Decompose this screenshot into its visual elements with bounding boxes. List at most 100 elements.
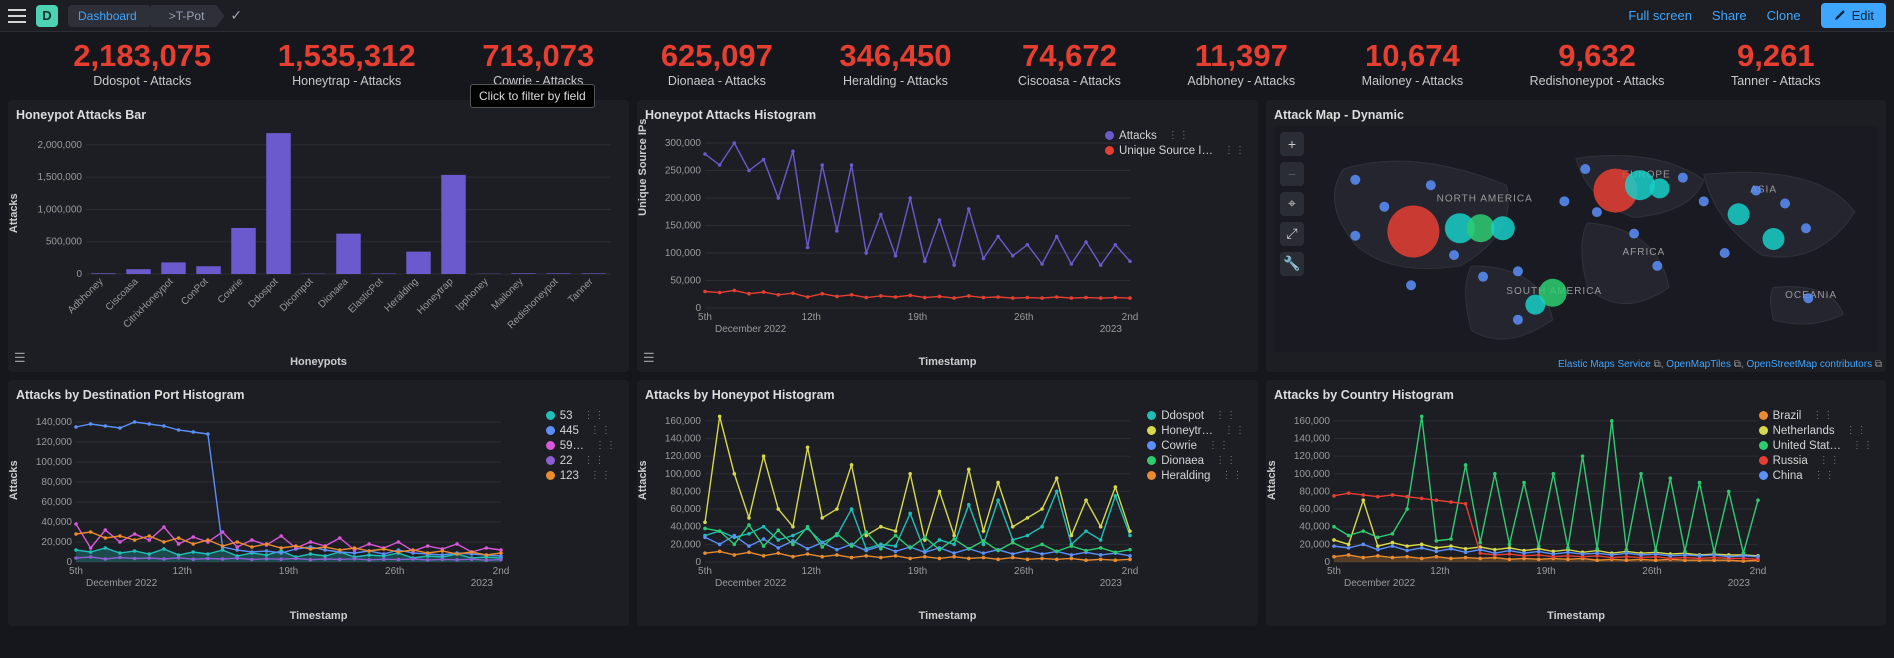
list-icon[interactable]: ☰ [14,350,26,366]
stat-item[interactable]: 1,535,312Honeytrap - Attacks [278,40,416,88]
legend-dot-icon [1105,146,1114,155]
stat-item[interactable]: 11,397Adbhoney - Attacks [1187,40,1295,88]
legend-menu-icon[interactable]: ⋮⋮ [1215,410,1237,421]
map-controls: + − ⌖ ⤢ 🔧 [1280,132,1304,276]
legend-menu-icon[interactable]: ⋮⋮ [1224,425,1246,436]
ems-link[interactable]: Elastic Maps Service [1558,359,1651,370]
clone-link[interactable]: Clone [1767,8,1801,23]
legend-menu-icon[interactable]: ⋮⋮ [1208,440,1230,451]
chart-area[interactable]: 0500,0001,000,0001,500,0002,000,000Adbho… [16,126,621,352]
legend-menu-icon[interactable]: ⋮⋮ [1168,130,1190,141]
share-link[interactable]: Share [1712,8,1747,23]
legend-item[interactable]: Russia⋮⋮ [1759,455,1874,467]
map-area[interactable]: + − ⌖ ⤢ 🔧 zoom: NORTH AMERICAEUROPEASIAA… [1274,126,1878,352]
legend: Brazil⋮⋮ Netherlands⋮⋮ United Stat…⋮⋮ Russi… [1759,410,1874,485]
legend-item[interactable]: 22 ⋮⋮ [546,455,617,467]
stat-item[interactable]: 9,261Tanner - Attacks [1731,40,1821,88]
legend-label: 445 [560,425,579,437]
legend-menu-icon[interactable]: ⋮⋮ [1846,425,1868,436]
stat-item[interactable]: 625,097Dionaea - Attacks [661,40,773,88]
svg-text:60,000: 60,000 [41,497,72,508]
panel-title: Honeypot Attacks Bar [16,108,621,122]
svg-text:300,000: 300,000 [665,138,702,149]
legend-item[interactable]: Ddospot⋮⋮ [1147,410,1246,422]
legend-label: 22 [560,455,573,467]
svg-text:AFRICA: AFRICA [1622,247,1665,258]
svg-text:Dionaea: Dionaea [316,276,350,310]
stat-item[interactable]: 2,183,075Ddospot - Attacks [73,40,211,88]
legend-menu-icon[interactable]: ⋮⋮ [1852,440,1874,451]
legend-item[interactable]: 53⋮⋮ [546,410,617,422]
stat-label: Dionaea - Attacks [661,74,773,88]
legend-menu-icon[interactable]: ⋮⋮ [1812,410,1834,421]
legend-menu-icon[interactable]: ⋮⋮ [590,425,612,436]
x-axis-label: Timestamp [645,356,1250,368]
legend-item[interactable]: 59…⋮⋮ [546,440,617,452]
legend-item[interactable]: Dionaea⋮⋮ [1147,455,1246,467]
tools-icon[interactable]: 🔧 [1280,252,1304,276]
svg-text:80,000: 80,000 [41,477,72,488]
legend-menu-icon[interactable]: ⋮⋮ [1819,455,1841,466]
legend-menu-icon[interactable]: ⋮⋮ [595,440,617,451]
legend-item[interactable]: 445 ⋮⋮ [546,425,617,437]
stat-item[interactable]: 74,672Ciscoasa - Attacks [1018,40,1121,88]
stat-item[interactable]: 346,450Heralding - Attacks [839,40,951,88]
panel-title: Honeypot Attacks Histogram [645,108,1250,122]
legend-dot-icon [1759,441,1768,450]
chart-area[interactable]: 050,000100,000150,000200,000250,000300,0… [645,126,1250,352]
zoom-in-icon[interactable]: + [1280,132,1304,156]
svg-text:0: 0 [76,269,82,280]
legend-item[interactable]: Attacks⋮⋮ [1105,130,1246,142]
stat-item[interactable]: 713,073Cowrie - Attacks [482,40,594,88]
pencil-icon [1833,9,1846,22]
stat-value: 10,674 [1362,40,1463,73]
legend-item[interactable]: Brazil⋮⋮ [1759,410,1874,422]
app-logo[interactable]: D [36,5,58,27]
svg-text:NORTH AMERICA: NORTH AMERICA [1437,193,1533,204]
svg-text:December 2022: December 2022 [715,578,787,589]
svg-text:40,000: 40,000 [670,521,701,532]
legend-item[interactable]: Netherlands⋮⋮ [1759,425,1874,437]
legend: 53⋮⋮445⋮⋮59…⋮⋮22⋮⋮123⋮⋮ [546,410,617,485]
stat-value: 625,097 [661,40,773,73]
panel-title: Attacks by Honeypot Histogram [645,388,1250,402]
legend-dot-icon [546,471,555,480]
legend-menu-icon[interactable]: ⋮⋮ [584,410,606,421]
chart-area[interactable]: 020,00040,00060,00080,000100,000120,0001… [16,406,621,606]
locate-icon[interactable]: ⌖ [1280,192,1304,216]
legend-menu-icon[interactable]: ⋮⋮ [1215,455,1237,466]
osm-link[interactable]: OpenStreetMap contributors [1746,359,1872,370]
list-icon[interactable]: ☰ [643,350,655,366]
legend-item[interactable]: Unique Source I…⋮⋮ [1105,145,1246,157]
legend-menu-icon[interactable]: ⋮⋮ [584,455,606,466]
expand-icon[interactable]: ⤢ [1280,222,1304,246]
legend-item[interactable]: Honeytr…⋮⋮ [1147,425,1246,437]
svg-text:120,000: 120,000 [36,437,73,448]
zoom-out-icon[interactable]: − [1280,162,1304,186]
chart-area[interactable]: 020,00040,00060,00080,000100,000120,0001… [645,406,1250,606]
legend-item[interactable]: Cowrie⋮⋮ [1147,440,1246,452]
legend-menu-icon[interactable]: ⋮⋮ [1224,145,1246,156]
legend-menu-icon[interactable]: ⋮⋮ [1814,470,1836,481]
legend-menu-icon[interactable]: ⋮⋮ [590,470,612,481]
svg-text:120,000: 120,000 [665,451,702,462]
breadcrumb-tpot[interactable]: >T-Pot [151,5,217,27]
panel-attack-map: Attack Map - Dynamic + − ⌖ ⤢ 🔧 zoom: NOR… [1266,100,1886,372]
stat-item[interactable]: 9,632Redishoneypot - Attacks [1530,40,1665,88]
hamburger-icon[interactable] [8,9,26,23]
chart-area[interactable]: 020,00040,00060,00080,000100,000120,0001… [1274,406,1878,606]
breadcrumb-dashboard[interactable]: Dashboard [68,5,149,27]
fullscreen-link[interactable]: Full screen [1628,8,1692,23]
edit-button[interactable]: Edit [1821,3,1886,28]
y-axis-label: Unique Source IPs [637,118,649,215]
legend-menu-icon[interactable]: ⋮⋮ [1221,470,1243,481]
legend-item[interactable]: 123⋮⋮ [546,470,617,482]
legend-item[interactable]: China⋮⋮ [1759,470,1874,482]
legend-item[interactable]: Heralding⋮⋮ [1147,470,1246,482]
svg-text:1,000,000: 1,000,000 [38,204,83,215]
stat-item[interactable]: 10,674Mailoney - Attacks [1362,40,1463,88]
legend-item[interactable]: United Stat…⋮⋮ [1759,440,1874,452]
stat-label: Ddospot - Attacks [73,74,211,88]
omt-link[interactable]: OpenMapTiles [1666,359,1731,370]
svg-text:December 2022: December 2022 [86,578,158,589]
